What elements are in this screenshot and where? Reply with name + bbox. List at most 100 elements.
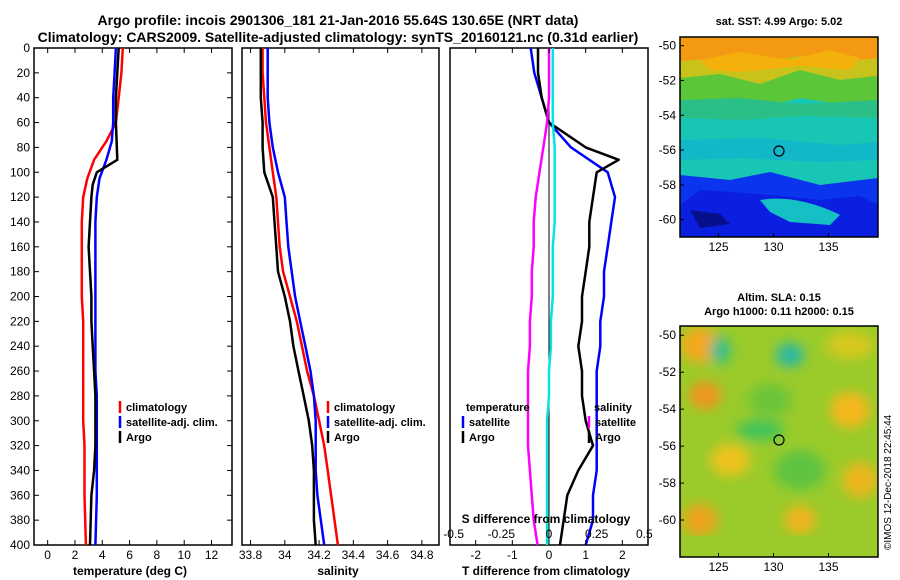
salinity-x-label: salinity [317, 564, 359, 578]
sst-map-field [680, 37, 878, 237]
sst-lat-tick-label: -60 [659, 213, 677, 227]
sal-legend-satellite: satellite-adj. clim. [334, 417, 426, 429]
differences-xtick-label: -2 [470, 548, 481, 562]
salinity-xtick-label: 34.2 [307, 548, 331, 562]
s-difference-tick-label: -0.5 [443, 527, 464, 541]
depth-tick-label: 160 [10, 240, 30, 254]
series-line-argo [87, 47, 120, 546]
depth-tick-label: 120 [10, 190, 30, 204]
sla-lat-tick-label: -54 [659, 402, 677, 416]
temp-legend-satellite: satellite-adj. clim. [126, 417, 218, 429]
sal-legend-climatology: climatology [334, 402, 396, 414]
differences-xtick-label: 1 [582, 548, 589, 562]
temperature-axes-box [33, 47, 233, 546]
sst-map: sat. SST: 4.99 Argo: 5.02 125 130 135 -50 -5… [659, 16, 879, 254]
difference-legend: temperature satellite Argo salinity sate… [461, 402, 636, 444]
s-difference-tick-label: 0.5 [636, 527, 653, 541]
difference-panel: -2 -1 0 1 2 -0.5 -0.25 0 0.25 0.5 S difference f… [443, 47, 653, 578]
diff-legend-s-argo: Argo [595, 432, 621, 444]
temperature-series-group [80, 47, 125, 546]
depth-tick-label: 40 [17, 91, 31, 105]
salinity-xtick-label: 34.4 [342, 548, 366, 562]
differences-xtick-label: -1 [507, 548, 518, 562]
sla-map-field [680, 326, 878, 557]
depth-tick-label: 240 [10, 339, 30, 353]
sla-lat-tick-label: -50 [659, 328, 677, 342]
sst-lon-tick-label: 135 [818, 240, 838, 254]
temperature-xtick-label: 6 [126, 548, 133, 562]
salinity-panel: 33.8 34 34.2 34.4 34.6 34.8 salinity climatol… [239, 47, 440, 578]
sla-map: Altim. SLA: 0.15 Argo h1000: 0.11 h2000:… [659, 292, 879, 574]
temperature-x-label: temperature (deg C) [73, 564, 187, 578]
temperature-xtick-label: 10 [178, 548, 192, 562]
differences-xtick-label: 2 [619, 548, 626, 562]
differences-xtick-label: 0 [546, 548, 553, 562]
temp-legend-climatology: climatology [126, 402, 188, 414]
temperature-xtick-label: 8 [154, 548, 161, 562]
series-line-satellite-adj-clim- [266, 48, 326, 546]
imos-timestamp: ©IMOS 12-Dec-2018 22:45:44 [883, 414, 894, 550]
series-line-s-satellite [526, 48, 551, 546]
title-line-1: Argo profile: incois 2901306_181 21-Jan-… [98, 12, 579, 28]
sla-lat-tick-label: -52 [659, 365, 677, 379]
sla-lat-tick-label: -56 [659, 439, 677, 453]
s-difference-tick-label: 0 [546, 527, 553, 541]
depth-tick-label: 280 [10, 389, 30, 403]
sla-map-subtitle: Argo h1000: 0.11 h2000: 0.15 [704, 306, 854, 318]
salinity-xtick-label: 34.8 [410, 548, 434, 562]
s-difference-tick-label: -0.25 [488, 527, 516, 541]
depth-tick-label: 180 [10, 265, 30, 279]
title-line-2: Climatology: CARS2009. Satellite-adjuste… [38, 29, 639, 45]
diff-legend-temperature-title: temperature [466, 402, 530, 414]
depth-tick-label: 220 [10, 314, 30, 328]
s-difference-label: S difference from climatology [462, 512, 631, 526]
sla-lat-tick-label: -60 [659, 513, 677, 527]
difference-series-group [526, 47, 620, 546]
series-line-t-argo [536, 48, 620, 546]
series-line-t-satellite [529, 47, 617, 546]
diff-legend-s-satellite: satellite [595, 417, 636, 429]
temperature-xtick-label: 4 [99, 548, 106, 562]
sla-argo-location-marker [773, 434, 785, 446]
sal-legend-argo: Argo [334, 432, 360, 444]
depth-tick-label: 300 [10, 414, 30, 428]
depth-tick-label: 340 [10, 463, 30, 477]
diff-legend-t-argo: Argo [469, 432, 495, 444]
sst-map-frame [679, 36, 879, 238]
sst-lon-tick-label: 125 [708, 240, 728, 254]
series-line-satellite-adj-clim- [94, 47, 118, 546]
sst-map-title: sat. SST: 4.99 Argo: 5.02 [716, 16, 843, 28]
depth-tick-label: 20 [17, 66, 31, 80]
sst-lat-tick-label: -52 [659, 73, 677, 87]
depth-tick-label: 0 [23, 41, 30, 55]
series-line-argo [259, 48, 317, 546]
sla-map-frame [679, 325, 879, 558]
temperature-xtick-label: 0 [44, 548, 51, 562]
temperature-panel: 0204060801001201401601802002202402602803… [10, 41, 648, 578]
sla-lon-tick-label: 130 [763, 560, 783, 574]
temperature-xtick-label: 12 [205, 548, 219, 562]
diff-legend-salinity-title: salinity [594, 402, 633, 414]
salinity-axes-box [241, 47, 440, 546]
sst-lon-tick-label: 130 [763, 240, 783, 254]
series-line-climatology [261, 48, 340, 546]
salinity-xtick-label: 34 [278, 548, 292, 562]
depth-tick-label: 360 [10, 488, 30, 502]
s-difference-tick-label: 0.25 [585, 527, 609, 541]
sst-lat-tick-label: -50 [659, 39, 677, 53]
sst-lat-tick-label: -54 [659, 108, 677, 122]
sla-lat-tick-label: -58 [659, 476, 677, 490]
depth-tick-label: 200 [10, 290, 30, 304]
series-line-t-satellite-s- [545, 48, 556, 545]
sla-lon-tick-label: 125 [708, 560, 728, 574]
sla-lon-tick-label: 135 [818, 560, 838, 574]
depth-tick-label: 100 [10, 165, 30, 179]
sla-map-title: Altim. SLA: 0.15 [737, 292, 821, 304]
depth-tick-label: 260 [10, 364, 30, 378]
sst-lat-tick-label: -56 [659, 143, 677, 157]
depth-tick-label: 400 [10, 538, 30, 552]
depth-tick-label: 60 [17, 116, 31, 130]
temp-legend-argo: Argo [126, 432, 152, 444]
sst-lat-tick-label: -58 [659, 178, 677, 192]
